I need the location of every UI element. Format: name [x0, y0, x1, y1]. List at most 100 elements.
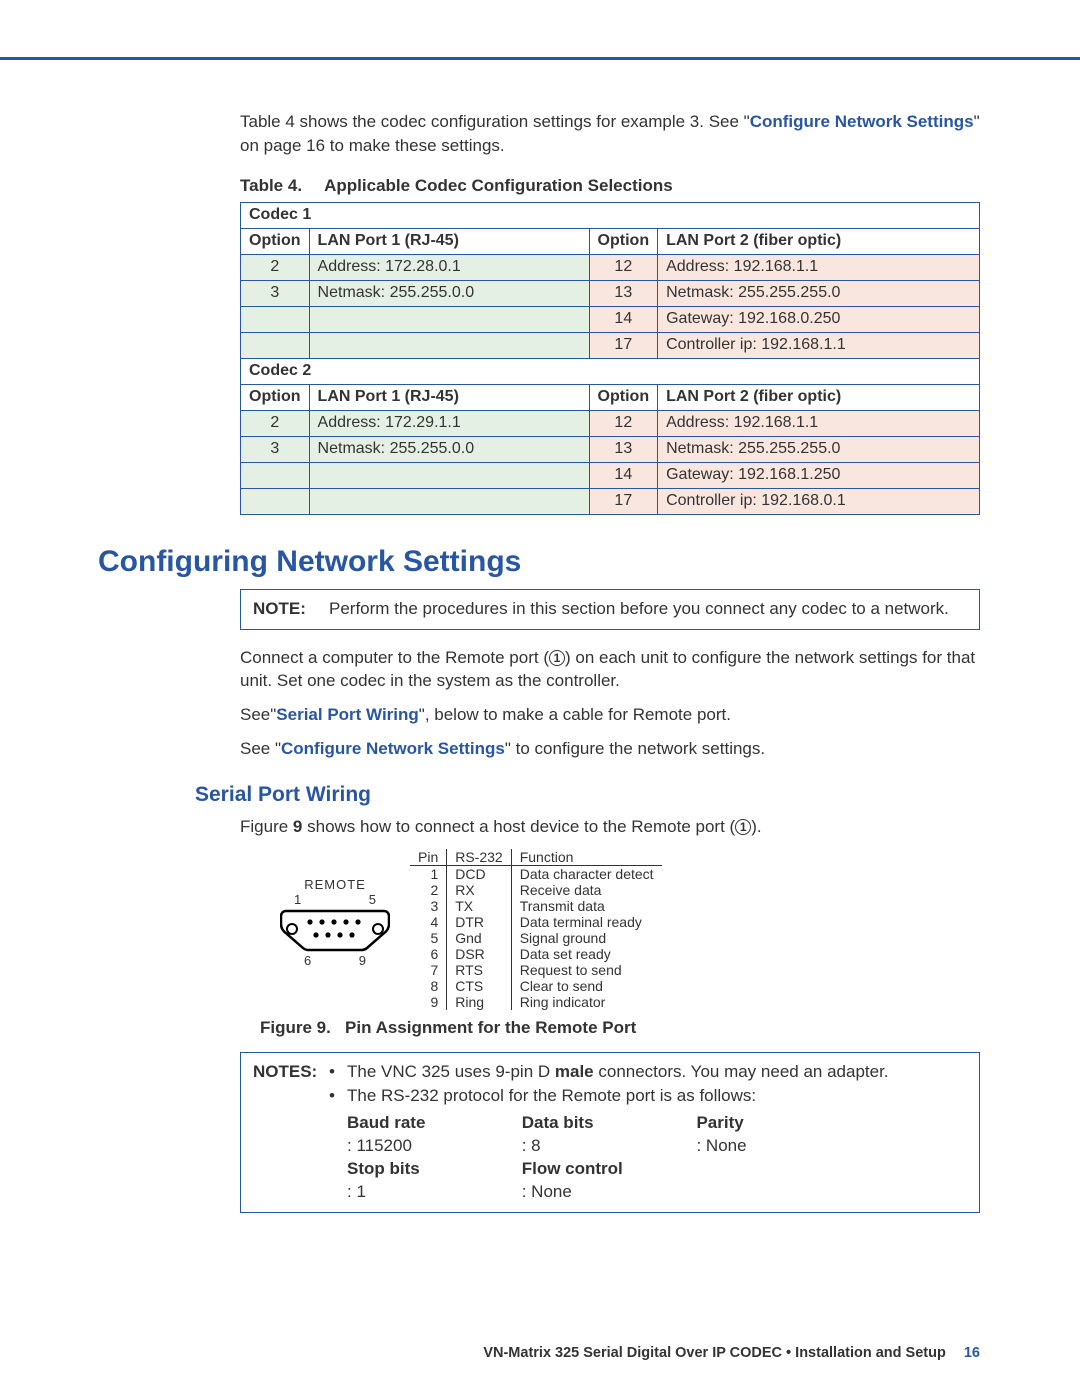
- table-cell: 17: [589, 488, 658, 514]
- pin-fn: Request to send: [511, 962, 661, 978]
- hdr-lan2: LAN Port 2 (fiber optic): [658, 228, 980, 254]
- notes2-bullet2: The RS-232 protocol for the Remote port …: [347, 1085, 967, 1204]
- table-cell: 2: [241, 254, 310, 280]
- note1-text: Perform the procedures in this section b…: [329, 598, 967, 621]
- pin-fn: Data terminal ready: [511, 914, 661, 930]
- table-cell: 3: [241, 436, 310, 462]
- hdr-option: Option: [241, 384, 310, 410]
- pin-num: 5: [410, 930, 447, 946]
- table-cell: [309, 462, 589, 488]
- page-top-rule: [0, 0, 1080, 60]
- table-cell: Netmask: 255.255.0.0: [309, 280, 589, 306]
- pin-num: 9: [410, 994, 447, 1010]
- table-cell: Controller ip: 192.168.1.1: [658, 332, 980, 358]
- heading-configuring-network: Configuring Network Settings: [98, 545, 980, 579]
- figure-9: REMOTE 15 69 Pin RS-232 Function 1DCDDat…: [280, 849, 980, 1010]
- pin-num: 6: [410, 946, 447, 962]
- pin-hdr-rs: RS-232: [447, 849, 511, 866]
- table-cell: Address: 192.168.1.1: [658, 410, 980, 436]
- pin-rs: RTS: [447, 962, 511, 978]
- hdr-lan1: LAN Port 1 (RJ-45): [309, 384, 589, 410]
- table-cell: [309, 488, 589, 514]
- table-cell: 14: [589, 462, 658, 488]
- link-serial-port-wiring[interactable]: Serial Port Wiring: [276, 705, 418, 724]
- hdr-option2: Option: [589, 384, 658, 410]
- pin-rs: RX: [447, 882, 511, 898]
- note-box-1: NOTE: Perform the procedures in this sec…: [240, 589, 980, 630]
- pin-fn: Signal ground: [511, 930, 661, 946]
- pin-fn: Clear to send: [511, 978, 661, 994]
- pin-table: Pin RS-232 Function 1DCDData character d…: [410, 849, 662, 1010]
- pin-rs: CTS: [447, 978, 511, 994]
- table4-caption: Table 4. Applicable Codec Configuration …: [240, 176, 980, 196]
- page-number: 16: [964, 1345, 980, 1361]
- hdr-option: Option: [241, 228, 310, 254]
- pin-fn: Receive data: [511, 882, 661, 898]
- pin-fn: Data set ready: [511, 946, 661, 962]
- heading-serial-port-wiring: Serial Port Wiring: [195, 783, 980, 807]
- pin-num: 1: [410, 865, 447, 882]
- connector-label: REMOTE: [280, 877, 390, 892]
- pin-hdr-fn: Function: [511, 849, 661, 866]
- hdr-option2: Option: [589, 228, 658, 254]
- rs232-params: Baud rate: 115200 Data bits: 8 Parity: N…: [347, 1112, 967, 1204]
- note1-label: NOTE:: [253, 598, 327, 621]
- hdr-lan1: LAN Port 1 (RJ-45): [309, 228, 589, 254]
- pin-num: 7: [410, 962, 447, 978]
- intro-paragraph: Table 4 shows the codec configuration se…: [240, 110, 980, 158]
- pin-rs: Ring: [447, 994, 511, 1010]
- para-see-configure: See "Configure Network Settings" to conf…: [240, 737, 980, 761]
- para-see-serial: See"Serial Port Wiring", below to make a…: [240, 703, 980, 727]
- table-cell: Netmask: 255.255.255.0: [658, 280, 980, 306]
- pin-rs: TX: [447, 898, 511, 914]
- table4-title: Applicable Codec Configuration Selection…: [324, 176, 673, 195]
- table4: Codec 1 Option LAN Port 1 (RJ-45) Option…: [240, 202, 980, 515]
- table-cell: [309, 306, 589, 332]
- footer-text: VN-Matrix 325 Serial Digital Over IP COD…: [483, 1345, 946, 1361]
- notes2-label: NOTES:: [253, 1061, 327, 1084]
- table-cell: Controller ip: 192.168.0.1: [658, 488, 980, 514]
- notes2-bullet1: The VNC 325 uses 9-pin D male connectors…: [347, 1061, 967, 1084]
- table-cell: 12: [589, 254, 658, 280]
- table-cell: 17: [589, 332, 658, 358]
- table-cell: Gateway: 192.168.1.250: [658, 462, 980, 488]
- table-cell: [241, 488, 310, 514]
- pin-num: 8: [410, 978, 447, 994]
- pin-num: 3: [410, 898, 447, 914]
- db9-icon: [280, 907, 390, 953]
- link-configure-network-2[interactable]: Configure Network Settings: [281, 739, 505, 758]
- table-cell: 13: [589, 436, 658, 462]
- table-cell: Address: 172.29.1.1: [309, 410, 589, 436]
- pin-rs: DCD: [447, 865, 511, 882]
- para-connect: Connect a computer to the Remote port (1…: [240, 646, 980, 694]
- hdr-lan2: LAN Port 2 (fiber optic): [658, 384, 980, 410]
- table-cell: [309, 332, 589, 358]
- table-cell: 2: [241, 410, 310, 436]
- codec2-title: Codec 2: [241, 358, 980, 384]
- table-cell: 3: [241, 280, 310, 306]
- notes-box-2: NOTES: • The VNC 325 uses 9-pin D male c…: [240, 1052, 980, 1214]
- pin-fn: Ring indicator: [511, 994, 661, 1010]
- table-cell: Netmask: 255.255.255.0: [658, 436, 980, 462]
- pin-rs: DSR: [447, 946, 511, 962]
- pin-fn: Data character detect: [511, 865, 661, 882]
- intro-text-1: Table 4 shows the codec configuration se…: [240, 112, 750, 131]
- pin-rs: Gnd: [447, 930, 511, 946]
- fig9-intro: Figure 9 shows how to connect a host dev…: [240, 815, 980, 839]
- pin-num: 4: [410, 914, 447, 930]
- table-cell: [241, 462, 310, 488]
- link-configure-network[interactable]: Configure Network Settings: [750, 112, 974, 131]
- table4-label: Table 4.: [240, 176, 302, 195]
- circled-1-icon: 1: [735, 819, 751, 835]
- table-cell: Address: 192.168.1.1: [658, 254, 980, 280]
- circled-1-icon: 1: [549, 650, 565, 666]
- table-cell: Address: 172.28.0.1: [309, 254, 589, 280]
- table-cell: [241, 332, 310, 358]
- table-cell: [241, 306, 310, 332]
- db9-connector-diagram: REMOTE 15 69: [280, 877, 390, 968]
- table-cell: 13: [589, 280, 658, 306]
- table-cell: 14: [589, 306, 658, 332]
- table-cell: 12: [589, 410, 658, 436]
- figure9-caption: Figure 9. Pin Assignment for the Remote …: [260, 1018, 980, 1038]
- table-cell: Netmask: 255.255.0.0: [309, 436, 589, 462]
